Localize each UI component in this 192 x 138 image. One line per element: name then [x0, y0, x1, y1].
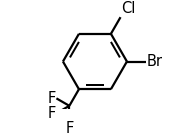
- Text: Cl: Cl: [121, 1, 135, 16]
- Text: F: F: [65, 121, 74, 136]
- Text: F: F: [48, 106, 56, 121]
- Text: Br: Br: [147, 54, 163, 69]
- Text: F: F: [48, 91, 56, 106]
